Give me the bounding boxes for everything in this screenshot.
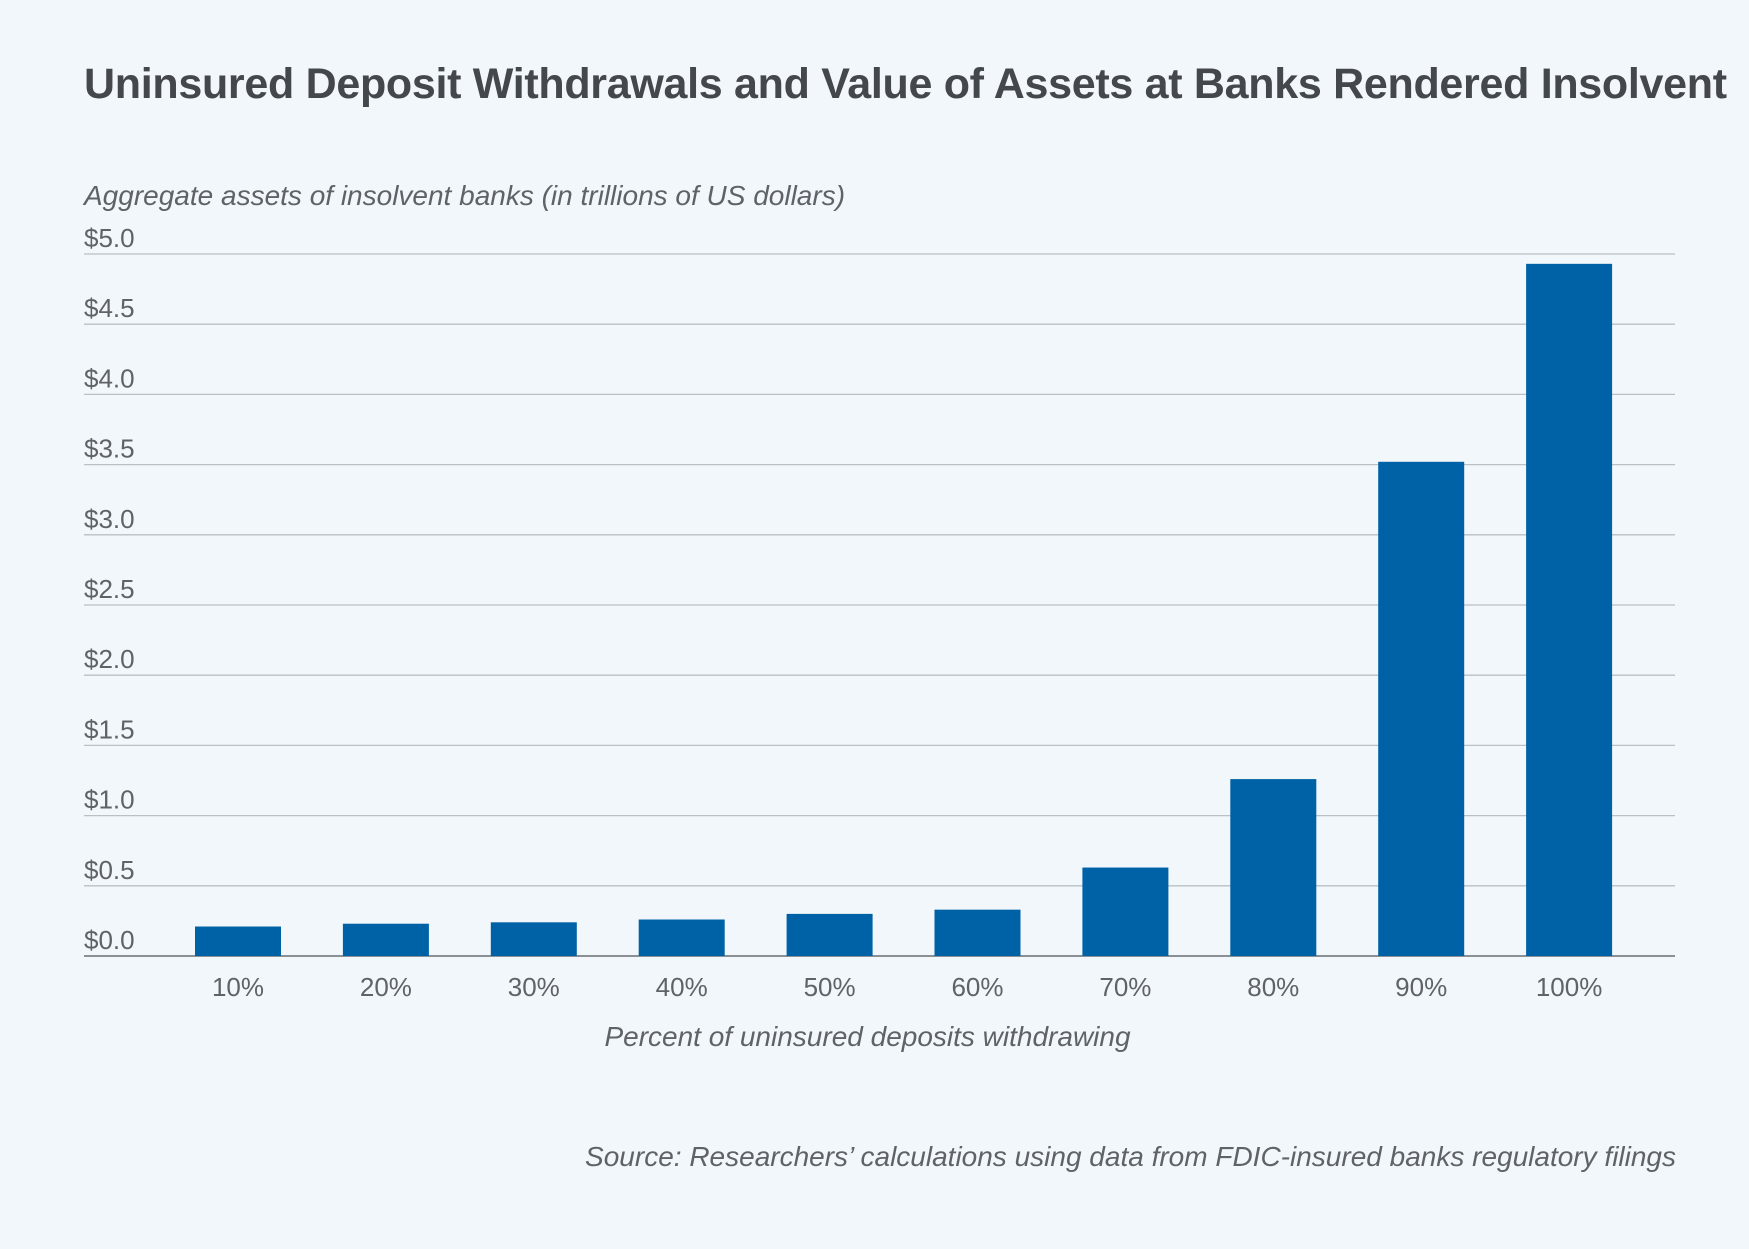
bar: [786, 913, 873, 956]
y-tick-label: $3.5: [84, 434, 135, 464]
y-tick-label: $1.0: [84, 785, 135, 815]
bar: [490, 922, 577, 956]
x-tick-label: 60%: [951, 972, 1003, 1002]
bar: [934, 909, 1021, 956]
y-tick-label: $0.0: [84, 925, 135, 955]
x-tick-label: 30%: [508, 972, 560, 1002]
x-axis-label: Percent of uninsured deposits withdrawin…: [604, 1021, 1131, 1052]
x-tick-label: 70%: [1099, 972, 1151, 1002]
x-tick-label: 90%: [1395, 972, 1447, 1002]
y-tick-label: $3.0: [84, 504, 135, 534]
y-tick-label: $4.0: [84, 363, 135, 393]
y-tick-label: $4.5: [84, 293, 135, 323]
x-tick-label: 10%: [212, 972, 264, 1002]
bar: [1082, 867, 1169, 956]
y-tick-label: $5.0: [84, 223, 135, 253]
x-tick-label: 20%: [360, 972, 412, 1002]
y-tick-labels: $0.0 $0.5 $1.0 $1.5 $2.0 $2.5 $3.0 $3.5 $4.0 $4.5…: [84, 223, 135, 955]
bar: [638, 919, 725, 956]
y-tick-label: $2.0: [84, 644, 135, 674]
chart-title: Uninsured Deposit Withdrawals and Value …: [84, 60, 1727, 108]
y-tick-label: $2.5: [84, 574, 135, 604]
x-tick-label: 100%: [1536, 972, 1603, 1002]
bar: [1230, 779, 1317, 956]
bar: [1378, 461, 1465, 956]
y-tick-label: $0.5: [84, 855, 135, 885]
bar: [342, 923, 429, 956]
x-tick-label: 50%: [804, 972, 856, 1002]
x-tick-labels: 10% 20% 30% 40% 50% 60% 70% 80% 90% 100%: [212, 972, 1602, 1002]
y-axis-label: Aggregate assets of insolvent banks (in …: [84, 180, 846, 211]
bar: [1526, 263, 1613, 956]
source-note: Source: Researchers’ calculations using …: [585, 1141, 1676, 1172]
bars: [195, 263, 1613, 956]
x-tick-label: 40%: [656, 972, 708, 1002]
bar: [195, 926, 281, 956]
x-tick-label: 80%: [1247, 972, 1299, 1002]
y-tick-label: $1.5: [84, 714, 135, 744]
